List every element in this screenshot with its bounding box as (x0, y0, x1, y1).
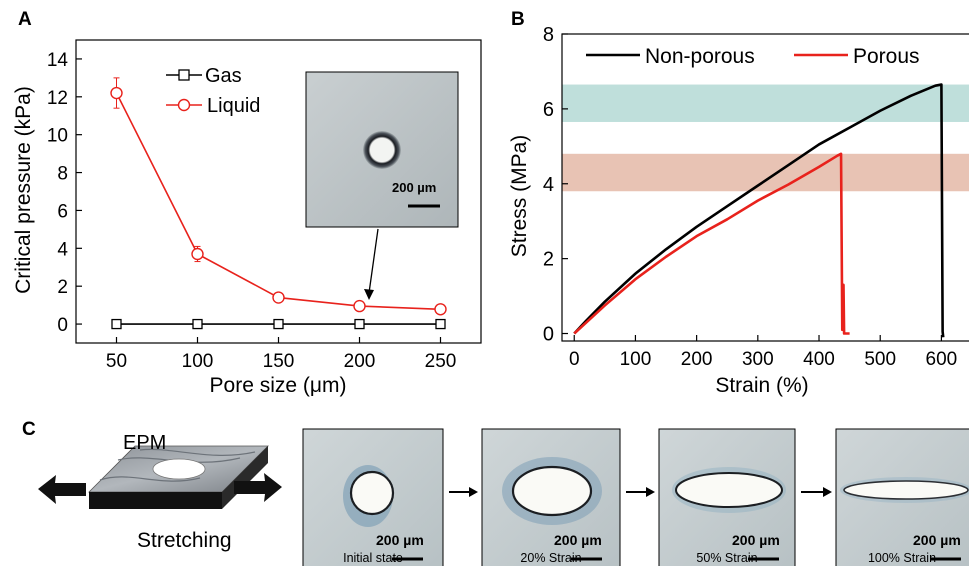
chart-b-xtick-label: 0 (569, 349, 580, 370)
chart-a-ytick-label: 14 (47, 50, 69, 71)
gas-point (192, 318, 203, 330)
chart-a-ytick-label: 10 (47, 126, 68, 147)
photo-2-scale-label: 200 µm (554, 532, 602, 548)
seq-arrow-1-head (469, 487, 478, 497)
liquid-point (353, 299, 366, 313)
chart-b-ytick-label: 0 (543, 324, 554, 346)
chart-b-xtick-label: 300 (742, 349, 774, 370)
chart-a-ytick-label: 8 (57, 164, 68, 185)
panel-c-letter: C (22, 419, 36, 440)
photo-1-pore (349, 470, 395, 516)
chart-a-ytick-label: 2 (57, 277, 68, 298)
chart-a-ytick-label: 6 (57, 201, 68, 222)
chart-a-legend: Gas Liquid (166, 65, 260, 117)
photo-2-caption: 20% Strain (520, 551, 581, 565)
epm-schematic: EPM Stretching (38, 432, 282, 552)
chart-b-xtick-label: 200 (681, 349, 713, 370)
chart-b-ylabel: Stress (MPa) (508, 135, 531, 258)
photo-initial-state: 200 µm (302, 428, 444, 566)
chart-b-ytick-label: 6 (543, 99, 554, 121)
band-nonporous-strength (562, 84, 969, 122)
photo-4-caption: 100% Strain (868, 551, 936, 565)
photo-2-pore (511, 465, 593, 517)
chart-b-ytick-label: 8 (543, 24, 554, 46)
legend-liquid-label: Liquid (207, 95, 260, 117)
epm-label: EPM (123, 432, 166, 454)
chart-b-xtick-label: 400 (803, 349, 835, 370)
inset-pore (363, 131, 401, 169)
photo-4-pore (843, 480, 969, 500)
photo-50-strain: 200 µm (658, 428, 796, 566)
chart-b-xtick-label: 500 (864, 349, 896, 370)
stretch-arrow-left (38, 475, 86, 504)
photo-3-scale-label: 200 µm (732, 532, 780, 548)
chart-a-xlabel: Pore size (μm) (210, 374, 347, 397)
liquid-point (191, 247, 204, 261)
chart-a-ylabel: Critical pressure (kPa) (12, 86, 35, 294)
chart-a-ytick-label: 0 (57, 315, 68, 336)
panel-b-letter: B (511, 9, 525, 30)
chart-b-frame (561, 33, 969, 342)
gas-point (111, 318, 122, 330)
stretch-arrow-right (234, 473, 282, 502)
liquid-point (272, 291, 285, 304)
photo-20-strain: 200 µm (481, 428, 621, 566)
legend-nonporous-label: Non-porous (645, 45, 755, 68)
chart-a-xtick-label: 100 (182, 351, 214, 372)
chart-b: 0 2 4 6 8 0 100 200 300 400 500 600 Stress (MPa) S… (508, 24, 969, 397)
chart-b-ytick-label: 4 (543, 174, 554, 196)
chart-b-xtick-label: 600 (926, 349, 958, 370)
photo-3-pore (675, 472, 783, 508)
inset-arrow-head (364, 289, 374, 300)
photo-100-strain: 200 µm (835, 428, 969, 566)
chart-a-ytick-label: 4 (57, 239, 68, 260)
chart-a-xtick-label: 150 (263, 351, 295, 372)
inset-scale-label: 200 µm (392, 180, 436, 195)
liquid-point (434, 303, 447, 316)
legend-liquid-marker (177, 98, 191, 112)
gas-point (354, 318, 365, 330)
series-porous-curve (573, 152, 850, 335)
inset-micrograph: 200 µm (305, 71, 459, 228)
chart-b-xlabel: Strain (%) (715, 374, 808, 397)
chart-a-xtick-label: 50 (106, 351, 127, 372)
photo-3-caption: 50% Strain (696, 551, 757, 565)
legend-porous-label: Porous (853, 45, 920, 68)
epm-slab-side (222, 446, 268, 509)
chart-b-legend: Non-porous Porous (586, 45, 920, 68)
inset-arrow-line (368, 228, 379, 294)
legend-gas-marker (178, 69, 190, 81)
chart-a-xtick-label: 200 (344, 351, 376, 372)
chart-a: 0 2 4 6 8 10 12 14 50 100 150 200 250 Critical pres… (12, 39, 482, 397)
chart-b-ytick-label: 2 (543, 249, 554, 271)
photo-4-scale-label: 200 µm (913, 532, 961, 548)
panel-a-letter: A (18, 9, 32, 30)
gas-point (273, 318, 284, 330)
liquid-point (110, 86, 123, 100)
epm-slab-front (89, 492, 222, 509)
chart-a-ytick-label: 12 (47, 88, 68, 109)
series-non-porous-curve (573, 83, 945, 338)
chart-b-xtick-label: 100 (620, 349, 652, 370)
band-porous-strength (562, 153, 969, 192)
epm-pore (152, 458, 206, 480)
seq-arrow-2-head (646, 487, 655, 497)
stretching-label: Stretching (137, 529, 232, 552)
photo-1-caption: Initial state (343, 551, 403, 565)
gas-point (435, 318, 446, 330)
legend-gas-label: Gas (205, 65, 242, 87)
seq-arrow-3-head (823, 487, 832, 497)
photo-1-scale-label: 200 µm (376, 532, 424, 548)
chart-a-xtick-label: 250 (425, 351, 457, 372)
